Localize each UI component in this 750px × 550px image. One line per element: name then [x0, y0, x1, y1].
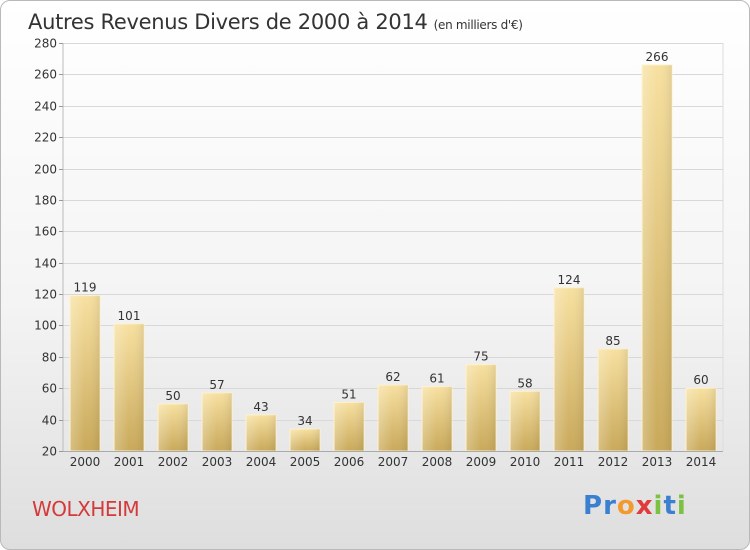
x-tick-label: 2003 — [202, 455, 233, 469]
data-label: 57 — [209, 378, 224, 392]
bar-shade — [642, 64, 672, 451]
x-tick-label: 2014 — [686, 455, 717, 469]
bar-shade — [246, 414, 276, 451]
data-label: 75 — [473, 350, 488, 364]
y-tick-label: 260 — [34, 68, 57, 82]
bar-shade — [70, 295, 100, 451]
y-tick-label: 220 — [34, 131, 57, 145]
y-tick-label: 140 — [34, 257, 57, 271]
x-tick-label: 2011 — [554, 455, 585, 469]
x-tick-label: 2013 — [642, 455, 673, 469]
y-tick-label: 60 — [42, 382, 57, 396]
bar-shade — [202, 392, 232, 451]
y-tick-label: 200 — [34, 163, 57, 177]
logo-letter: P — [583, 491, 604, 521]
chart-title: Autres Revenus Divers de 2000 à 2014 (en … — [28, 10, 523, 34]
data-label: 51 — [341, 387, 356, 401]
data-label: 119 — [74, 281, 97, 295]
proxiti-logo: Proxiti — [583, 491, 687, 521]
y-tick-label: 20 — [42, 445, 57, 459]
data-label: 58 — [517, 376, 532, 390]
x-tick-label: 2001 — [114, 455, 145, 469]
y-tick-label: 180 — [34, 194, 57, 208]
data-label: 101 — [118, 309, 141, 323]
bar-shade — [290, 429, 320, 451]
bar-shade — [422, 386, 452, 451]
bar-shade — [378, 385, 408, 451]
bar-shade — [554, 287, 584, 451]
chart-subtitle: (en milliers d'€) — [433, 18, 523, 32]
x-tick-label: 2000 — [70, 455, 101, 469]
logo-letter: r — [603, 491, 617, 521]
data-label: 124 — [558, 273, 581, 287]
x-tick-label: 2010 — [510, 455, 541, 469]
logo-letter: i — [653, 491, 664, 521]
bar-shade — [334, 402, 364, 451]
x-tick-label: 2012 — [598, 455, 629, 469]
data-label: 34 — [297, 414, 312, 428]
y-tick-label: 160 — [34, 225, 57, 239]
y-tick-label: 240 — [34, 100, 57, 114]
data-label: 60 — [693, 373, 708, 387]
y-tick-label: 120 — [34, 288, 57, 302]
logo-letter: t — [663, 491, 677, 521]
bar-shade — [686, 388, 716, 451]
bar-shade — [466, 364, 496, 451]
x-tick-label: 2008 — [422, 455, 453, 469]
y-tick-label: 100 — [34, 319, 57, 333]
bar-shade — [598, 349, 628, 451]
data-label: 50 — [165, 389, 180, 403]
town-name: WOLXHEIM — [32, 497, 140, 521]
y-tick-label: 280 — [34, 37, 57, 51]
data-label: 62 — [385, 370, 400, 384]
y-tick-label: 80 — [42, 351, 57, 365]
x-tick-label: 2006 — [334, 455, 365, 469]
logo-letter: i — [676, 491, 687, 521]
data-label: 61 — [429, 372, 444, 386]
y-tick-label: 40 — [42, 414, 57, 428]
x-tick-label: 2007 — [378, 455, 409, 469]
data-label: 266 — [646, 50, 669, 64]
x-tick-label: 2002 — [158, 455, 189, 469]
data-label: 85 — [605, 334, 620, 348]
data-label: 43 — [253, 400, 268, 414]
x-tick-label: 2009 — [466, 455, 497, 469]
x-tick-label: 2004 — [246, 455, 277, 469]
logo-letter: x — [635, 491, 654, 521]
x-tick-label: 2005 — [290, 455, 321, 469]
bar-shade — [510, 391, 540, 451]
bar-shade — [158, 403, 188, 451]
logo-letter: o — [616, 491, 636, 521]
bar-shade — [114, 323, 144, 451]
